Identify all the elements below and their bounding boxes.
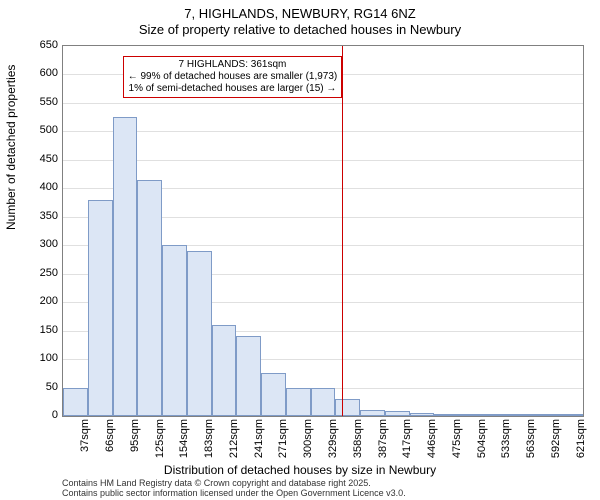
- x-tick-label: 183sqm: [203, 419, 215, 469]
- histogram-bar: [558, 414, 583, 416]
- x-tick-label: 154sqm: [178, 419, 190, 469]
- gridline: [63, 160, 583, 161]
- annotation-line2: ← 99% of detached houses are smaller (1,…: [128, 71, 338, 83]
- histogram-bar: [113, 117, 138, 416]
- x-tick-label: 621sqm: [575, 419, 587, 469]
- x-tick-label: 37sqm: [79, 419, 91, 469]
- histogram-bar: [63, 388, 88, 416]
- x-tick-label: 592sqm: [550, 419, 562, 469]
- gridline: [63, 131, 583, 132]
- histogram-bar: [335, 399, 360, 416]
- y-tick-label: 300: [18, 238, 58, 250]
- y-tick-label: 450: [18, 153, 58, 165]
- x-tick-label: 417sqm: [401, 419, 413, 469]
- footer-line2: Contains public sector information licen…: [62, 488, 406, 498]
- marker-line: [342, 46, 343, 416]
- histogram-bar: [236, 336, 261, 416]
- histogram-bar: [162, 245, 187, 416]
- y-tick-label: 0: [18, 409, 58, 421]
- x-tick-label: 95sqm: [129, 419, 141, 469]
- x-tick-label: 475sqm: [451, 419, 463, 469]
- x-tick-label: 563sqm: [525, 419, 537, 469]
- y-tick-label: 200: [18, 295, 58, 307]
- histogram-bar: [459, 414, 484, 416]
- y-tick-label: 550: [18, 96, 58, 108]
- chart-title-line2: Size of property relative to detached ho…: [0, 22, 600, 37]
- x-tick-label: 387sqm: [377, 419, 389, 469]
- histogram-bar: [360, 410, 385, 416]
- y-tick-label: 600: [18, 67, 58, 79]
- y-tick-label: 100: [18, 352, 58, 364]
- histogram-bar: [434, 414, 459, 416]
- chart-container: 7, HIGHLANDS, NEWBURY, RG14 6NZ Size of …: [0, 0, 600, 500]
- y-tick-label: 150: [18, 324, 58, 336]
- histogram-bar: [137, 180, 162, 416]
- x-tick-label: 212sqm: [228, 419, 240, 469]
- x-tick-label: 533sqm: [500, 419, 512, 469]
- histogram-bar: [410, 413, 435, 416]
- histogram-bar: [212, 325, 237, 416]
- y-tick-label: 50: [18, 381, 58, 393]
- y-tick-label: 500: [18, 124, 58, 136]
- footer-line1: Contains HM Land Registry data © Crown c…: [62, 478, 406, 488]
- histogram-bar: [385, 411, 410, 416]
- annotation-line3: 1% of semi-detached houses are larger (1…: [128, 83, 338, 95]
- x-tick-label: 446sqm: [426, 419, 438, 469]
- x-axis-label: Distribution of detached houses by size …: [0, 463, 600, 477]
- y-tick-label: 400: [18, 181, 58, 193]
- x-tick-label: 300sqm: [302, 419, 314, 469]
- histogram-bar: [533, 414, 558, 416]
- x-tick-label: 329sqm: [327, 419, 339, 469]
- histogram-bar: [88, 200, 113, 416]
- histogram-bar: [484, 414, 509, 416]
- histogram-bar: [261, 373, 286, 416]
- x-tick-label: 504sqm: [476, 419, 488, 469]
- x-tick-label: 125sqm: [154, 419, 166, 469]
- x-tick-label: 271sqm: [277, 419, 289, 469]
- gridline: [63, 103, 583, 104]
- annotation-box: 7 HIGHLANDS: 361sqm ← 99% of detached ho…: [123, 56, 343, 98]
- y-tick-label: 650: [18, 39, 58, 51]
- y-axis-label: Number of detached properties: [4, 65, 18, 230]
- histogram-bar: [187, 251, 212, 416]
- x-tick-label: 358sqm: [352, 419, 364, 469]
- footer-text: Contains HM Land Registry data © Crown c…: [62, 478, 406, 498]
- histogram-bar: [311, 388, 336, 416]
- x-tick-label: 66sqm: [104, 419, 116, 469]
- x-tick-label: 241sqm: [253, 419, 265, 469]
- chart-title-line1: 7, HIGHLANDS, NEWBURY, RG14 6NZ: [0, 6, 600, 21]
- y-tick-label: 250: [18, 267, 58, 279]
- plot-area: 7 HIGHLANDS: 361sqm ← 99% of detached ho…: [62, 45, 584, 417]
- histogram-bar: [286, 388, 311, 416]
- y-tick-label: 350: [18, 210, 58, 222]
- annotation-line1: 7 HIGHLANDS: 361sqm: [128, 59, 338, 71]
- histogram-bar: [509, 414, 534, 416]
